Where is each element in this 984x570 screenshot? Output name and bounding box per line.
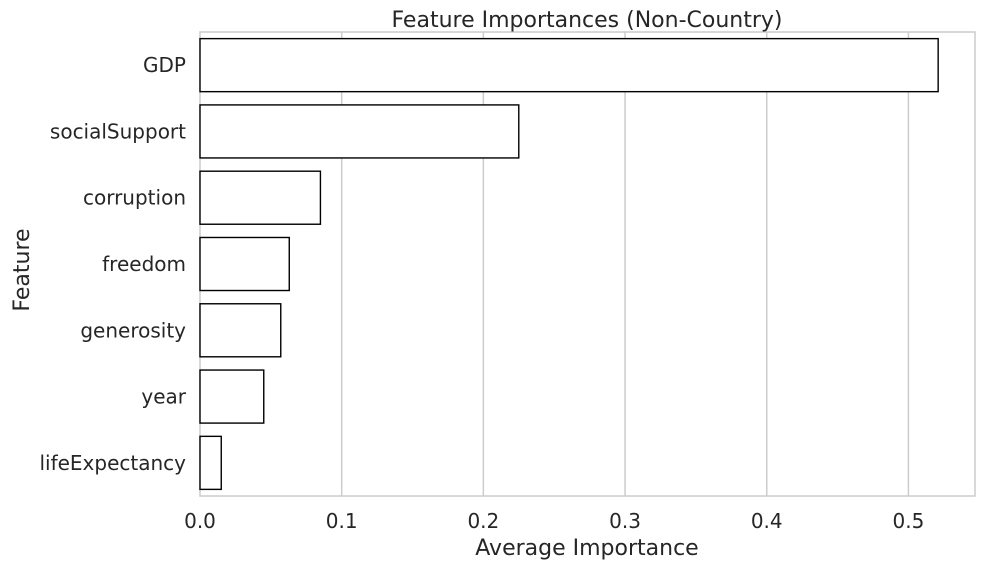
- y-category-label: GDP: [143, 53, 186, 77]
- x-axis-title: Average Importance: [475, 536, 698, 561]
- x-tick-label: 0.2: [467, 509, 499, 533]
- x-tick-label: 0.5: [893, 509, 925, 533]
- y-category-label: lifeExpectancy: [39, 451, 186, 475]
- bar-lifeExpectancy: [199, 435, 222, 491]
- gridlines: [340, 32, 910, 496]
- bar-year: [199, 369, 265, 424]
- bar-GDP: [199, 37, 939, 93]
- y-category-labels: GDP socialSupport corruption freedom generos…: [39, 53, 186, 475]
- y-category-label: freedom: [102, 252, 186, 276]
- x-tick-label: 0.1: [326, 509, 358, 533]
- bar-freedom: [199, 236, 290, 292]
- x-tick-label: 0.0: [184, 509, 216, 533]
- y-category-label: corruption: [83, 186, 186, 210]
- x-tick-labels: 0.0 0.1 0.2 0.3 0.4 0.5: [184, 509, 924, 533]
- y-axis-title: Feature: [10, 228, 35, 311]
- bar-corruption: [199, 170, 322, 225]
- bar-generosity: [199, 303, 282, 358]
- y-category-label: socialSupport: [50, 119, 186, 143]
- bar-socialSupport: [199, 104, 520, 159]
- bars: [199, 37, 939, 491]
- y-category-label: generosity: [80, 318, 186, 342]
- x-tick-label: 0.4: [751, 509, 783, 533]
- y-category-label: year: [141, 385, 186, 409]
- plot-frame: [199, 31, 976, 497]
- x-tick-label: 0.3: [609, 509, 641, 533]
- chart-title: Feature Importances (Non-Country): [391, 8, 782, 33]
